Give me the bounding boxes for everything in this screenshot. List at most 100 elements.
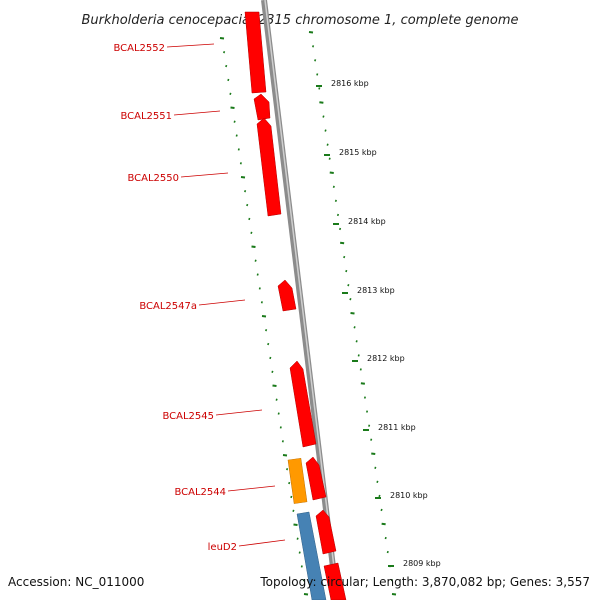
gene-feature[interactable] [315, 509, 337, 555]
minor-tick [347, 283, 350, 287]
minor-tick [258, 287, 261, 290]
gene-label[interactable]: BCAL2547a [139, 301, 197, 312]
minor-tick [312, 45, 315, 48]
gene-feature[interactable] [253, 93, 271, 121]
minor-tick [357, 354, 360, 357]
minor-tick [363, 396, 367, 399]
minor-tick [246, 203, 249, 207]
kbp-tick-label: 2809 kbp [403, 559, 441, 568]
gene-leader-line [173, 110, 221, 116]
gene-feature[interactable] [305, 456, 327, 501]
minor-tick [318, 87, 321, 90]
minor-tick [229, 92, 232, 96]
gene-leader-line [238, 539, 286, 547]
major-tick [350, 312, 355, 315]
minor-tick [349, 298, 352, 301]
major-tick [282, 454, 288, 457]
minor-tick [332, 185, 335, 188]
gene-label[interactable]: BCAL2552 [113, 43, 165, 54]
gene-feature[interactable] [289, 360, 317, 448]
minor-tick [248, 217, 251, 221]
gene-feature[interactable] [244, 11, 267, 94]
kbp-tick-label: 2810 kbp [390, 491, 428, 500]
rna-feature[interactable] [287, 457, 308, 504]
gene-label[interactable]: BCAL2550 [127, 173, 179, 184]
minor-tick [265, 328, 268, 332]
minor-tick [302, 579, 305, 582]
minor-tick [378, 494, 381, 498]
minor-tick [260, 301, 263, 304]
kbp-tick-label: 2814 kbp [348, 217, 386, 226]
gene-label[interactable]: BCAL2544 [174, 487, 226, 498]
major-tick [293, 523, 298, 526]
gene-feature[interactable] [323, 562, 347, 600]
minor-tick [386, 550, 389, 554]
major-tick [371, 452, 376, 455]
major-tick [329, 171, 334, 174]
other-feature[interactable] [296, 511, 327, 600]
minor-tick [254, 259, 257, 262]
minor-tick [336, 213, 340, 217]
accession-text: Accession: NC_011000 [8, 575, 145, 589]
minor-tick [380, 508, 383, 512]
major-tick [360, 382, 365, 385]
minor-tick [256, 273, 259, 276]
minor-tick [277, 412, 280, 415]
minor-tick [281, 440, 284, 443]
major-tick [230, 106, 235, 109]
minor-tick [328, 157, 331, 160]
feature-track [244, 11, 347, 600]
minor-tick [374, 466, 377, 469]
minor-tick [279, 426, 282, 429]
minor-tick [300, 565, 303, 568]
gene-leader-line [180, 172, 229, 178]
minor-tick [345, 269, 348, 273]
minor-tick [250, 231, 253, 235]
major-tick [251, 245, 256, 248]
major-tick [319, 101, 324, 104]
minor-tick [296, 537, 299, 540]
outer-tick-track [308, 31, 397, 596]
minor-tick [316, 73, 319, 76]
minor-tick [239, 162, 242, 165]
major-tick [303, 593, 309, 596]
gene-label-group: BCAL2552 BCAL2551 BCAL2550 BCAL2547a BCAL254… [113, 43, 286, 553]
minor-tick [298, 551, 301, 554]
kbp-tick-label: 2815 kbp [339, 148, 377, 157]
gene-label[interactable]: BCAL2551 [120, 111, 172, 122]
gene-feature[interactable] [277, 279, 297, 312]
minor-tick [237, 148, 240, 151]
minor-tick [235, 134, 238, 137]
kbp-tick-label: 2816 kbp [331, 79, 369, 88]
minor-tick [275, 398, 278, 401]
minor-tick [368, 424, 371, 427]
minor-tick [343, 255, 346, 259]
major-tick [340, 241, 345, 245]
gene-label[interactable]: BCAL2545 [162, 411, 214, 422]
major-tick [308, 31, 314, 34]
major-tick [391, 593, 397, 596]
kbp-tick-label: 2813 kbp [357, 286, 395, 295]
major-tick [219, 37, 225, 40]
minor-tick [338, 227, 342, 231]
minor-tick [355, 340, 358, 343]
minor-tick [271, 370, 274, 374]
kbp-tick-label: 2811 kbp [378, 423, 416, 432]
minor-tick [390, 579, 393, 582]
major-tick [261, 315, 267, 318]
gene-label[interactable]: leuD2 [208, 542, 237, 553]
major-tick [272, 384, 277, 387]
gene-leader-line [198, 299, 246, 306]
minor-tick [292, 509, 295, 513]
minor-tick [223, 50, 226, 54]
gene-feature[interactable] [256, 117, 282, 217]
gene-leader-line [215, 409, 263, 416]
minor-tick [376, 480, 379, 484]
minor-tick [269, 356, 272, 360]
major-tick [240, 176, 246, 179]
minor-tick [267, 342, 270, 346]
minor-tick [365, 410, 369, 413]
minor-tick [286, 467, 289, 471]
genome-summary-text: Topology: circular; Length: 3,870,082 bp… [260, 575, 590, 589]
